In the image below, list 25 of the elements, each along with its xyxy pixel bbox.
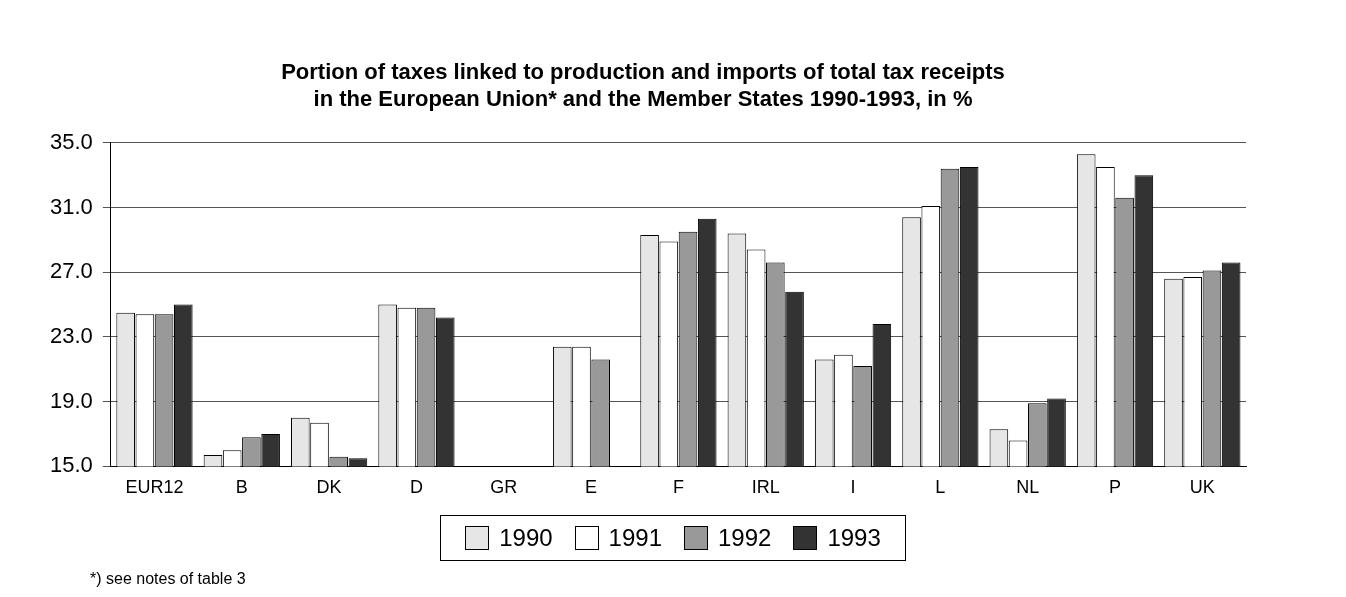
series-label: 1991 xyxy=(608,524,662,552)
x-tick-label: P xyxy=(1109,477,1122,498)
chart-title: Portion of taxes linked to production and imports of total tax receipts in the European Union* and the Member States 1990-1993, in % xyxy=(281,59,1005,111)
x-tick-label: EUR12 xyxy=(125,477,184,498)
y-tick-label: 15.0 xyxy=(49,452,93,478)
legend-label: 1993 xyxy=(827,524,881,552)
x-tick-label: UK xyxy=(1189,477,1215,498)
x-tick-label: DK xyxy=(316,477,342,498)
y-tick-label: 19.0 xyxy=(49,387,93,413)
text: *) see notes of table 3 xyxy=(90,570,246,588)
x-tick-label: NL xyxy=(1016,477,1040,498)
x-tick-label: E xyxy=(585,477,598,498)
x-tick-label: F xyxy=(672,477,684,498)
x-tick-label: D xyxy=(409,477,423,498)
y-tick-label: 23.0 xyxy=(49,323,93,349)
y-tick-label: 31.0 xyxy=(49,193,93,219)
legend-label: 1992 xyxy=(718,524,772,552)
y-tick-label: 27.0 xyxy=(49,258,93,284)
legend-label: 1990 xyxy=(499,524,553,552)
x-tick-label: IRL xyxy=(751,477,780,498)
x-tick-label: B xyxy=(235,477,248,498)
y-tick-label: 35.0 xyxy=(49,128,93,154)
x-tick-label: L xyxy=(935,477,946,498)
x-tick-label: GR xyxy=(490,477,518,498)
x-tick-label: I xyxy=(850,477,856,498)
